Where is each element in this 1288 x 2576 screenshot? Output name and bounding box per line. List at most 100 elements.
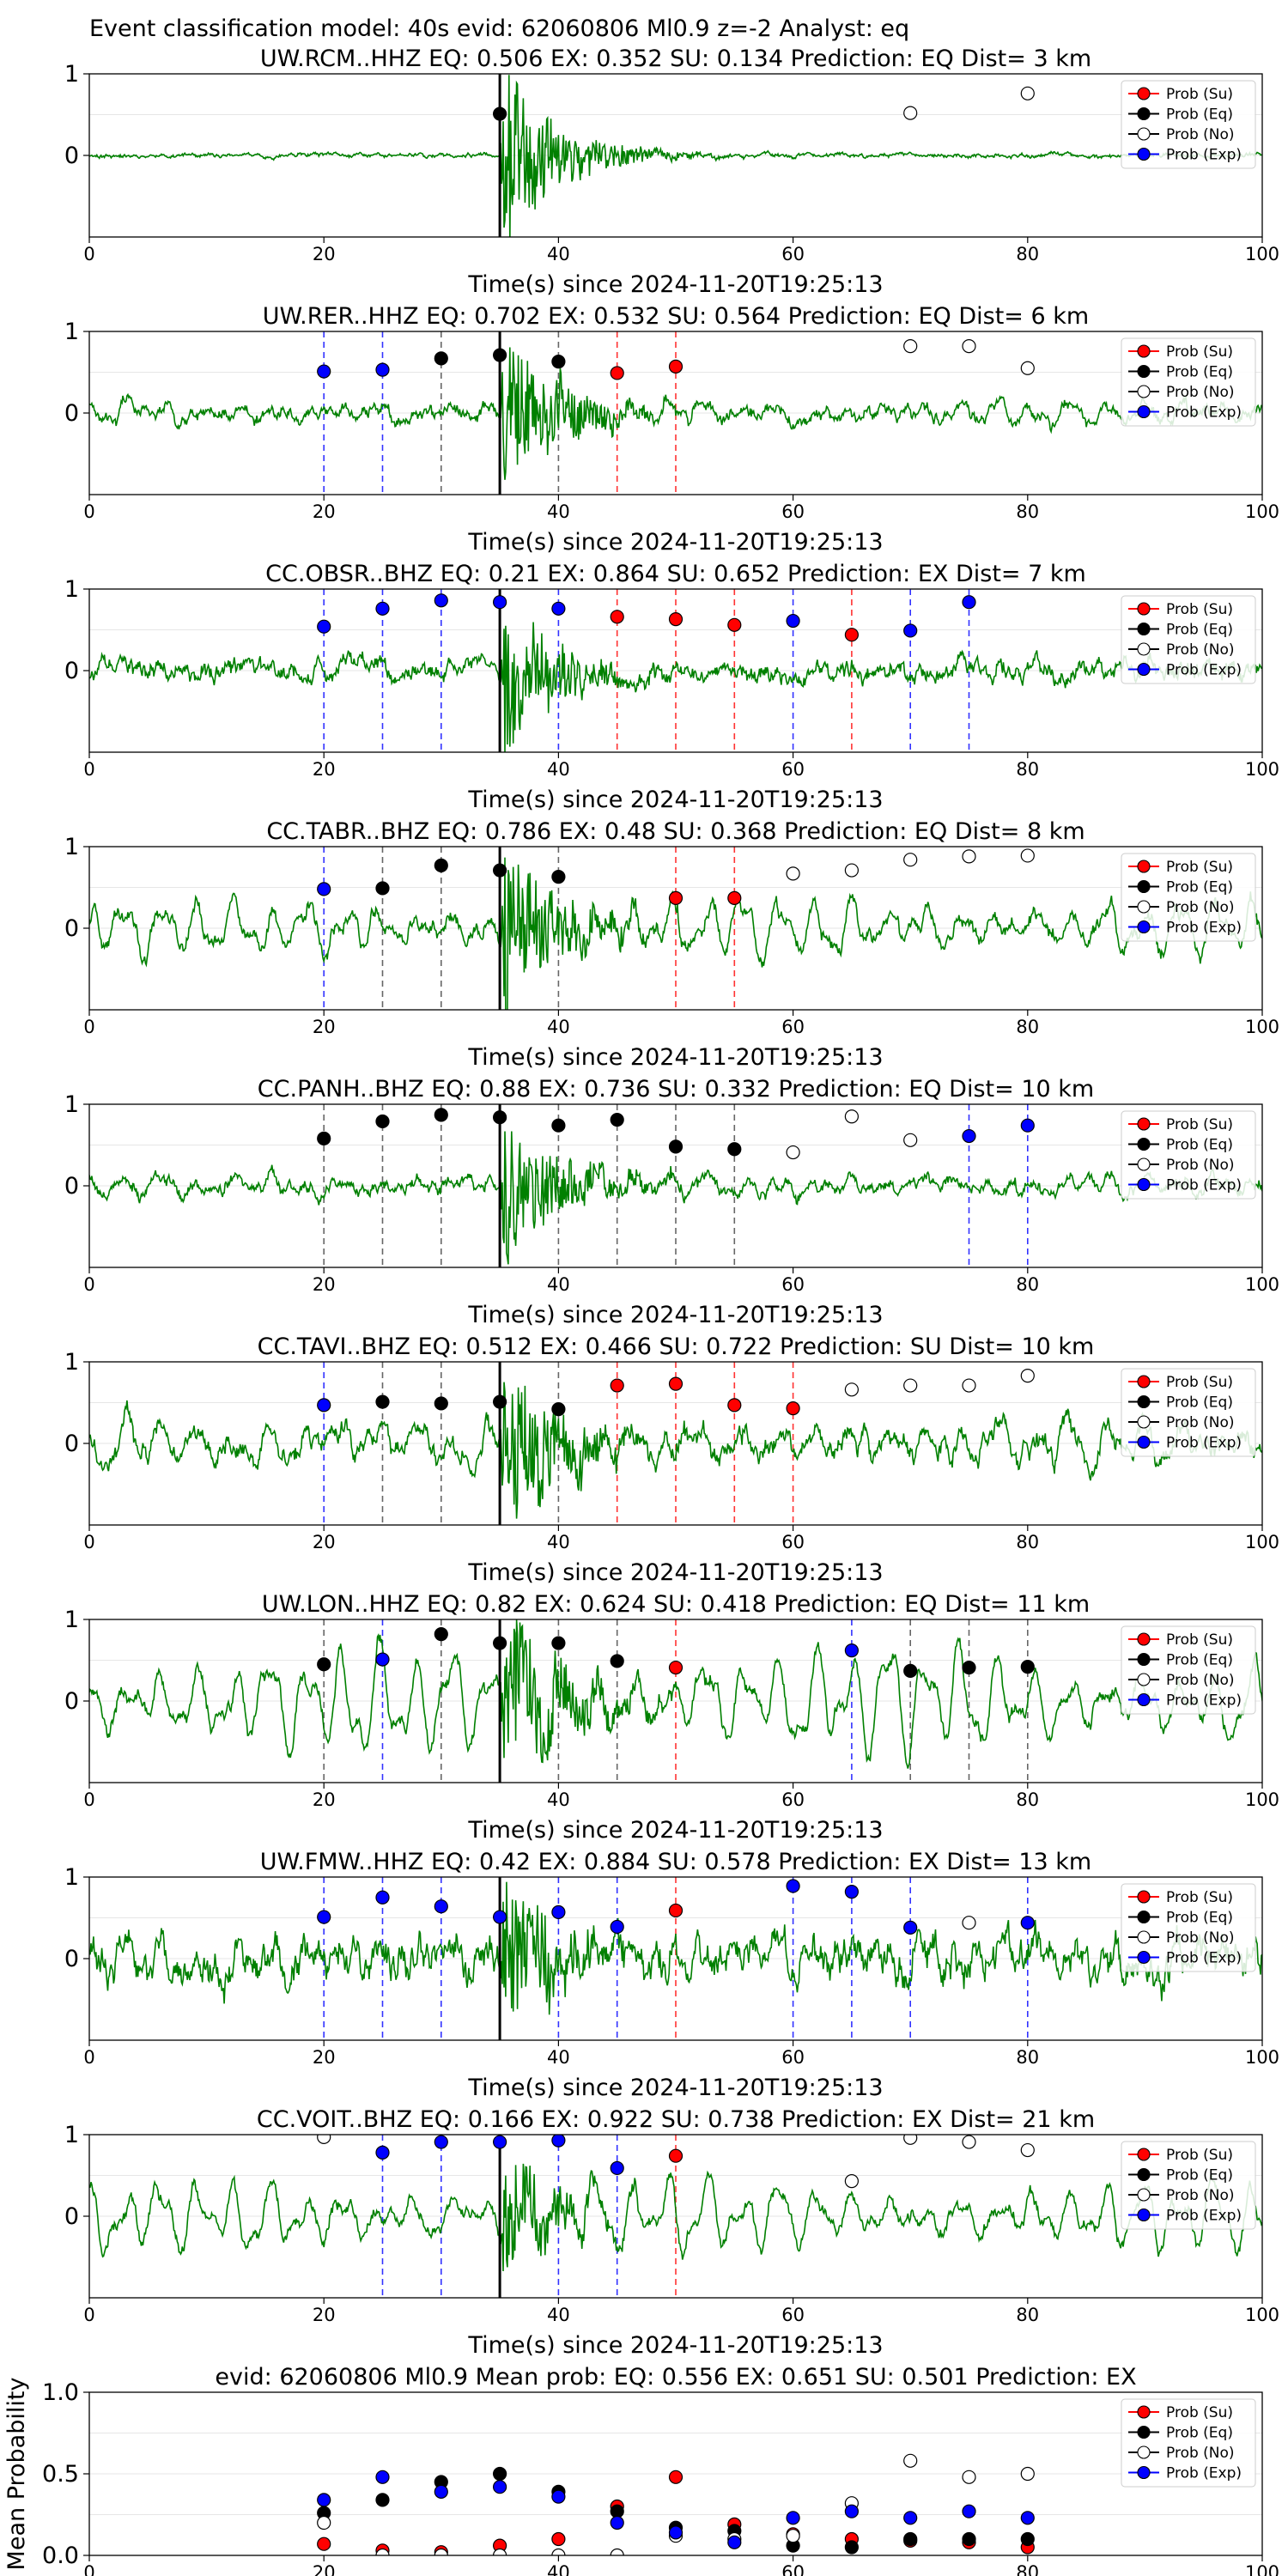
x-tick-label: 100: [1245, 2305, 1279, 2325]
mean-prob-point-no: [903, 2453, 918, 2468]
mean-prob-point-exp: [1020, 2511, 1035, 2525]
prob-marker-eq: [727, 1142, 742, 1157]
x-tick-label: 40: [547, 1017, 570, 1037]
legend-marker-exp: [1137, 1692, 1151, 1707]
prob-marker-eq: [551, 355, 566, 369]
legend-box: [1121, 1368, 1256, 1457]
prob-marker-exp: [317, 619, 331, 634]
legend-marker-su: [1137, 1890, 1151, 1904]
prob-marker-su: [668, 1660, 683, 1675]
legend-label-su: Prob (Su): [1166, 601, 1233, 618]
legend-marker-no: [1137, 642, 1151, 656]
prob-marker-exp: [551, 2135, 566, 2148]
mean-prob-point-exp: [668, 2525, 683, 2540]
x-tick-label: 100: [1245, 1532, 1279, 1552]
x-tick-label: 80: [1016, 1274, 1039, 1295]
legend-box: [1121, 853, 1256, 942]
mean-prob-point-exp: [962, 2504, 976, 2518]
prob-marker-eq: [551, 1401, 566, 1417]
y-tick-label: 1: [64, 576, 79, 603]
mean-prob-point-exp: [434, 2484, 448, 2499]
mean-prob-point-eq: [1020, 2531, 1035, 2547]
legend-label-exp: Prob (Exp): [1166, 404, 1242, 422]
prob-marker-exp: [492, 595, 507, 610]
x-tick-label: 20: [313, 759, 336, 780]
legend-label-su: Prob (Su): [1166, 1374, 1233, 1391]
mean-prob-point-exp: [610, 2515, 624, 2530]
legend-label-no: Prob (No): [1166, 1157, 1235, 1174]
prob-marker-exp: [610, 1919, 624, 1935]
legend: Prob (Su) Prob (Eq) Prob (No) Prob (Exp): [1121, 1368, 1256, 1457]
x-axis-label: Time(s) since 2024-11-20T19:25:13: [467, 2075, 883, 2101]
waveform-trace: [89, 1382, 1262, 1519]
prob-marker-no: [1020, 86, 1035, 100]
mean-prob-point-su: [551, 2531, 566, 2547]
x-tick-label: 60: [781, 501, 805, 522]
legend-box: [1121, 1883, 1256, 1972]
legend-marker-no: [1137, 2445, 1151, 2459]
prob-marker-exp: [786, 613, 800, 629]
legend-marker-no: [1137, 1930, 1151, 1944]
mean-prob-point-no: [551, 2548, 566, 2555]
waveform-trace: [89, 2163, 1262, 2272]
mean-prob-point-eq: [375, 2493, 390, 2507]
prob-marker-eq: [962, 1660, 976, 1675]
mean-prob-point-exp: [727, 2535, 742, 2549]
mean-prob-point-no: [434, 2548, 448, 2555]
legend-label-su: Prob (Su): [1166, 343, 1233, 361]
legend-label-no: Prob (No): [1166, 2445, 1235, 2462]
mean-prob-point-exp: [786, 2511, 800, 2525]
x-tick-label: 20: [313, 244, 336, 264]
mean-prob-point-exp: [551, 2489, 566, 2504]
legend-label-su: Prob (Su): [1166, 2404, 1233, 2421]
x-tick-label: 0: [83, 1789, 94, 1810]
x-tick-label: 100: [1245, 1789, 1279, 1810]
prob-marker-no: [962, 1378, 976, 1393]
mean-prob-point-su: [317, 2537, 331, 2551]
legend-marker-su: [1137, 1632, 1151, 1646]
y-tick-label: 0: [64, 658, 79, 684]
panel-title: UW.FMW..HHZ EQ: 0.42 EX: 0.884 SU: 0.578…: [260, 1849, 1091, 1875]
panel-4: CC.TABR..BHZ EQ: 0.786 EX: 0.48 SU: 0.36…: [64, 818, 1279, 1071]
prob-marker-no: [844, 2174, 860, 2189]
y-tick-label: 0: [64, 2203, 79, 2230]
prob-marker-exp: [1020, 1118, 1035, 1133]
prob-marker-eq: [551, 1118, 566, 1133]
x-tick-label: 60: [781, 1532, 805, 1552]
legend-label-exp: Prob (Exp): [1166, 920, 1242, 937]
y-tick-label: 0: [64, 1431, 79, 1457]
legend: Prob (Su) Prob (Eq) Prob (No) Prob (Exp): [1121, 853, 1256, 942]
prob-marker-eq: [551, 870, 566, 884]
prob-marker-eq: [434, 858, 448, 872]
legend-label-eq: Prob (Eq): [1166, 622, 1233, 639]
legend-marker-eq: [1137, 622, 1151, 636]
mean-prob-point-exp: [844, 2504, 860, 2518]
legend-marker-no: [1137, 1673, 1151, 1686]
y-tick-label: 0.0: [42, 2543, 79, 2569]
waveform-trace: [89, 1131, 1262, 1265]
legend-box: [1121, 595, 1256, 684]
panel-10: evid: 62060806 Ml0.9 Mean prob: EQ: 0.55…: [3, 2364, 1279, 2576]
plot-area: [317, 2453, 1035, 2555]
prob-marker-eq: [492, 863, 507, 878]
prob-marker-no: [962, 2135, 976, 2149]
panel-9: CC.VOIT..BHZ EQ: 0.166 EX: 0.922 SU: 0.7…: [64, 2106, 1279, 2359]
prob-marker-exp: [492, 1910, 507, 1924]
legend-label-no: Prob (No): [1166, 126, 1235, 143]
prob-marker-no: [844, 1382, 860, 1397]
prob-marker-su: [610, 1378, 624, 1393]
x-tick-label: 20: [313, 501, 336, 522]
prob-marker-exp: [434, 1899, 448, 1914]
prob-marker-eq: [434, 1626, 448, 1642]
legend-box: [1121, 337, 1256, 427]
legend-marker-no: [1137, 1157, 1151, 1171]
prob-marker-exp: [375, 2145, 390, 2160]
mean-prob-point-eq: [962, 2531, 976, 2547]
prob-marker-no: [903, 106, 918, 120]
legend-box: [1121, 1110, 1256, 1200]
x-tick-label: 40: [547, 1274, 570, 1295]
panel-title: UW.RCM..HHZ EQ: 0.506 EX: 0.352 SU: 0.13…: [260, 46, 1091, 72]
x-tick-label: 60: [781, 1017, 805, 1037]
prob-marker-exp: [551, 601, 566, 616]
legend: Prob (Su) Prob (Eq) Prob (No) Prob (Exp): [1121, 2141, 1256, 2230]
